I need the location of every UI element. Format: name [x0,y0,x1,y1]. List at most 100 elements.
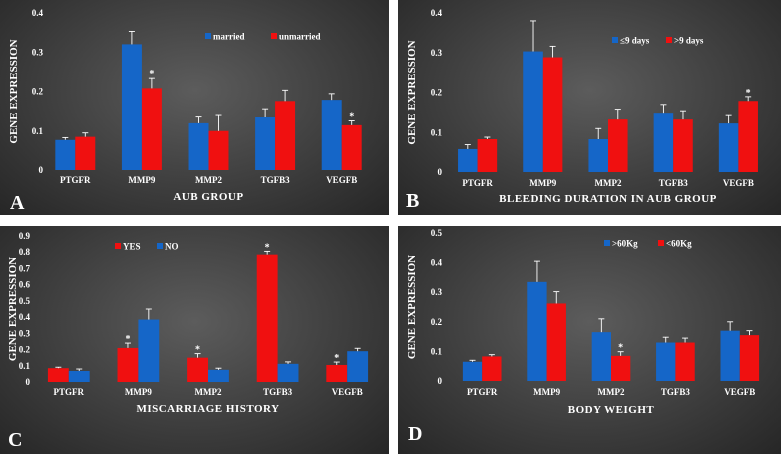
category-label: TGFB3 [659,178,689,188]
category-label: MMP9 [125,387,152,397]
y-tick-label: 0.8 [19,247,31,257]
category-label: MMP9 [128,175,155,185]
significance-star: * [618,343,623,354]
y-tick-label: 0.1 [431,346,443,356]
category-label: TGFB3 [261,175,291,185]
legend-label: >9 days [674,36,704,46]
bar-ptgfr-series1 [458,148,478,172]
category-label: VEGFB [724,387,755,397]
category-label: PTGFR [467,387,498,397]
legend-label: NO [165,242,179,252]
category-label: PTGFR [60,175,91,185]
bar-vegfb-series2 [341,124,362,170]
chart-c: 0 0.1 0.2 0.3 0.4 0.5 0.6 0.7 0.8 0.9 GENE EXPRESS… [7,231,369,451]
bar-tgfb3-series2 [275,101,296,170]
panel-letter: B [406,190,419,212]
bar-vegfb-series1 [718,123,739,172]
chart-b: 0 0.1 0.2 0.3 0.4 GENE EXPRESSION PTGFR MMP9 MMP… [406,8,758,212]
x-axis-title: BLEEDING DURATION IN AUB GROUP [499,193,717,205]
bar-mmp2-series2 [208,369,229,382]
bar-vegfb-series1 [321,100,342,170]
bar-vegfb-series2 [739,335,760,381]
bar-ptgfr-series2 [482,356,502,381]
legend-label: YES [123,242,141,252]
bar-mmp9-series2 [542,57,563,172]
bar-mmp2-series1 [591,332,611,381]
category-label: TGFB3 [263,387,293,397]
legend-swatch [666,37,672,43]
category-label: MMP2 [195,387,222,397]
bar-mmp9-series1 [523,51,543,173]
y-tick-label: 0.3 [32,47,44,57]
x-axis-title: MISCARRIAGE HISTORY [136,403,279,415]
y-tick-label: 0.9 [19,231,31,241]
legend-label: <60Kg [666,239,692,249]
chart-a: 0 0.1 0.2 0.3 0.4 GENE EXPRESSION PTGFR * MMP9 MM… [8,8,362,214]
bar-ptgfr-series2 [68,370,90,382]
bar-ptgfr-series2 [477,139,498,172]
x-axis-title: BODY WEIGHT [568,404,655,416]
y-axis-title: GENE EXPRESSION [406,40,418,144]
bar-mmp9-series2 [141,88,162,170]
y-tick-label: 0.3 [431,48,443,58]
bar-tgfb3-series1 [255,117,276,170]
panel-letter: D [408,423,422,445]
category-label: VEGFB [332,387,363,397]
y-tick-label: 0.4 [431,8,443,18]
y-tick-label: 0.4 [19,312,31,322]
y-axis-title: GENE EXPRESSION [8,39,20,143]
significance-star: * [149,69,154,80]
bar-mmp9-series1 [527,281,547,381]
legend-swatch [604,240,610,246]
legend-swatch [612,37,618,43]
bar-ptgfr-series1 [55,139,76,170]
bar-mmp2-series2 [611,355,631,381]
significance-star: * [265,242,270,253]
bar-tgfb3-series2 [277,363,299,382]
bar-mmp9-series2 [138,319,160,382]
bar-tgfb3-series1 [256,254,278,382]
chart-d: 0 0.1 0.2 0.3 0.4 0.5 GENE EXPRESSION PTGFR MMP9… [406,228,760,445]
legend-label: ≤9 days [620,36,650,46]
bar-mmp9-series1 [117,347,139,382]
significance-star: * [125,334,130,345]
category-label: MMP9 [529,178,556,188]
y-tick-label: 0.4 [32,8,44,18]
panel-d-body-weight: 0 0.1 0.2 0.3 0.4 0.5 GENE EXPRESSION PTGFR MMP9… [398,226,781,454]
y-tick-label: 0.2 [32,87,44,97]
bar-vegfb-series2 [738,101,758,172]
bar-mmp2-series1 [188,122,209,170]
category-label: PTGFR [54,387,85,397]
x-axis-title: AUB GROUP [173,191,243,203]
bar-vegfb-series1 [326,364,348,382]
legend-label: married [213,32,245,42]
category-label: PTGFR [462,178,493,188]
y-axis-title: GENE EXPRESSION [7,257,19,361]
legend-swatch [271,33,277,39]
bar-ptgfr-series1 [462,361,483,381]
y-tick-label: 0.5 [19,296,31,306]
legend-swatch [205,33,211,39]
bar-mmp2-series1 [588,139,608,172]
bar-vegfb-series2 [347,351,369,382]
bar-ptgfr-series1 [47,368,69,382]
panel-b-bleeding-duration: 0 0.1 0.2 0.3 0.4 GENE EXPRESSION PTGFR MMP9 MMP… [398,0,781,215]
bar-tgfb3-series2 [673,119,693,172]
category-label: VEGFB [326,175,357,185]
panel-a-aub-group: 0 0.1 0.2 0.3 0.4 GENE EXPRESSION PTGFR * MMP9 MM… [0,0,389,215]
y-tick-label: 0 [26,377,31,387]
legend-label: >60Kg [612,239,638,249]
y-tick-label: 0.3 [431,287,443,297]
category-label: MMP2 [598,387,625,397]
bar-mmp2-series2 [608,119,628,172]
panel-c-miscarriage-history: 0 0.1 0.2 0.3 0.4 0.5 0.6 0.7 0.8 0.9 GENE EXPRESS… [0,226,389,454]
significance-star: * [195,345,200,356]
bar-vegfb-series1 [720,330,740,381]
panel-letter: C [8,429,22,451]
y-tick-label: 0.3 [19,328,31,338]
bar-mmp2-series2 [208,130,229,170]
panel-letter: A [10,192,25,214]
y-tick-label: 0 [39,165,44,175]
y-tick-label: 0.1 [32,126,44,136]
bar-tgfb3-series1 [653,113,674,172]
